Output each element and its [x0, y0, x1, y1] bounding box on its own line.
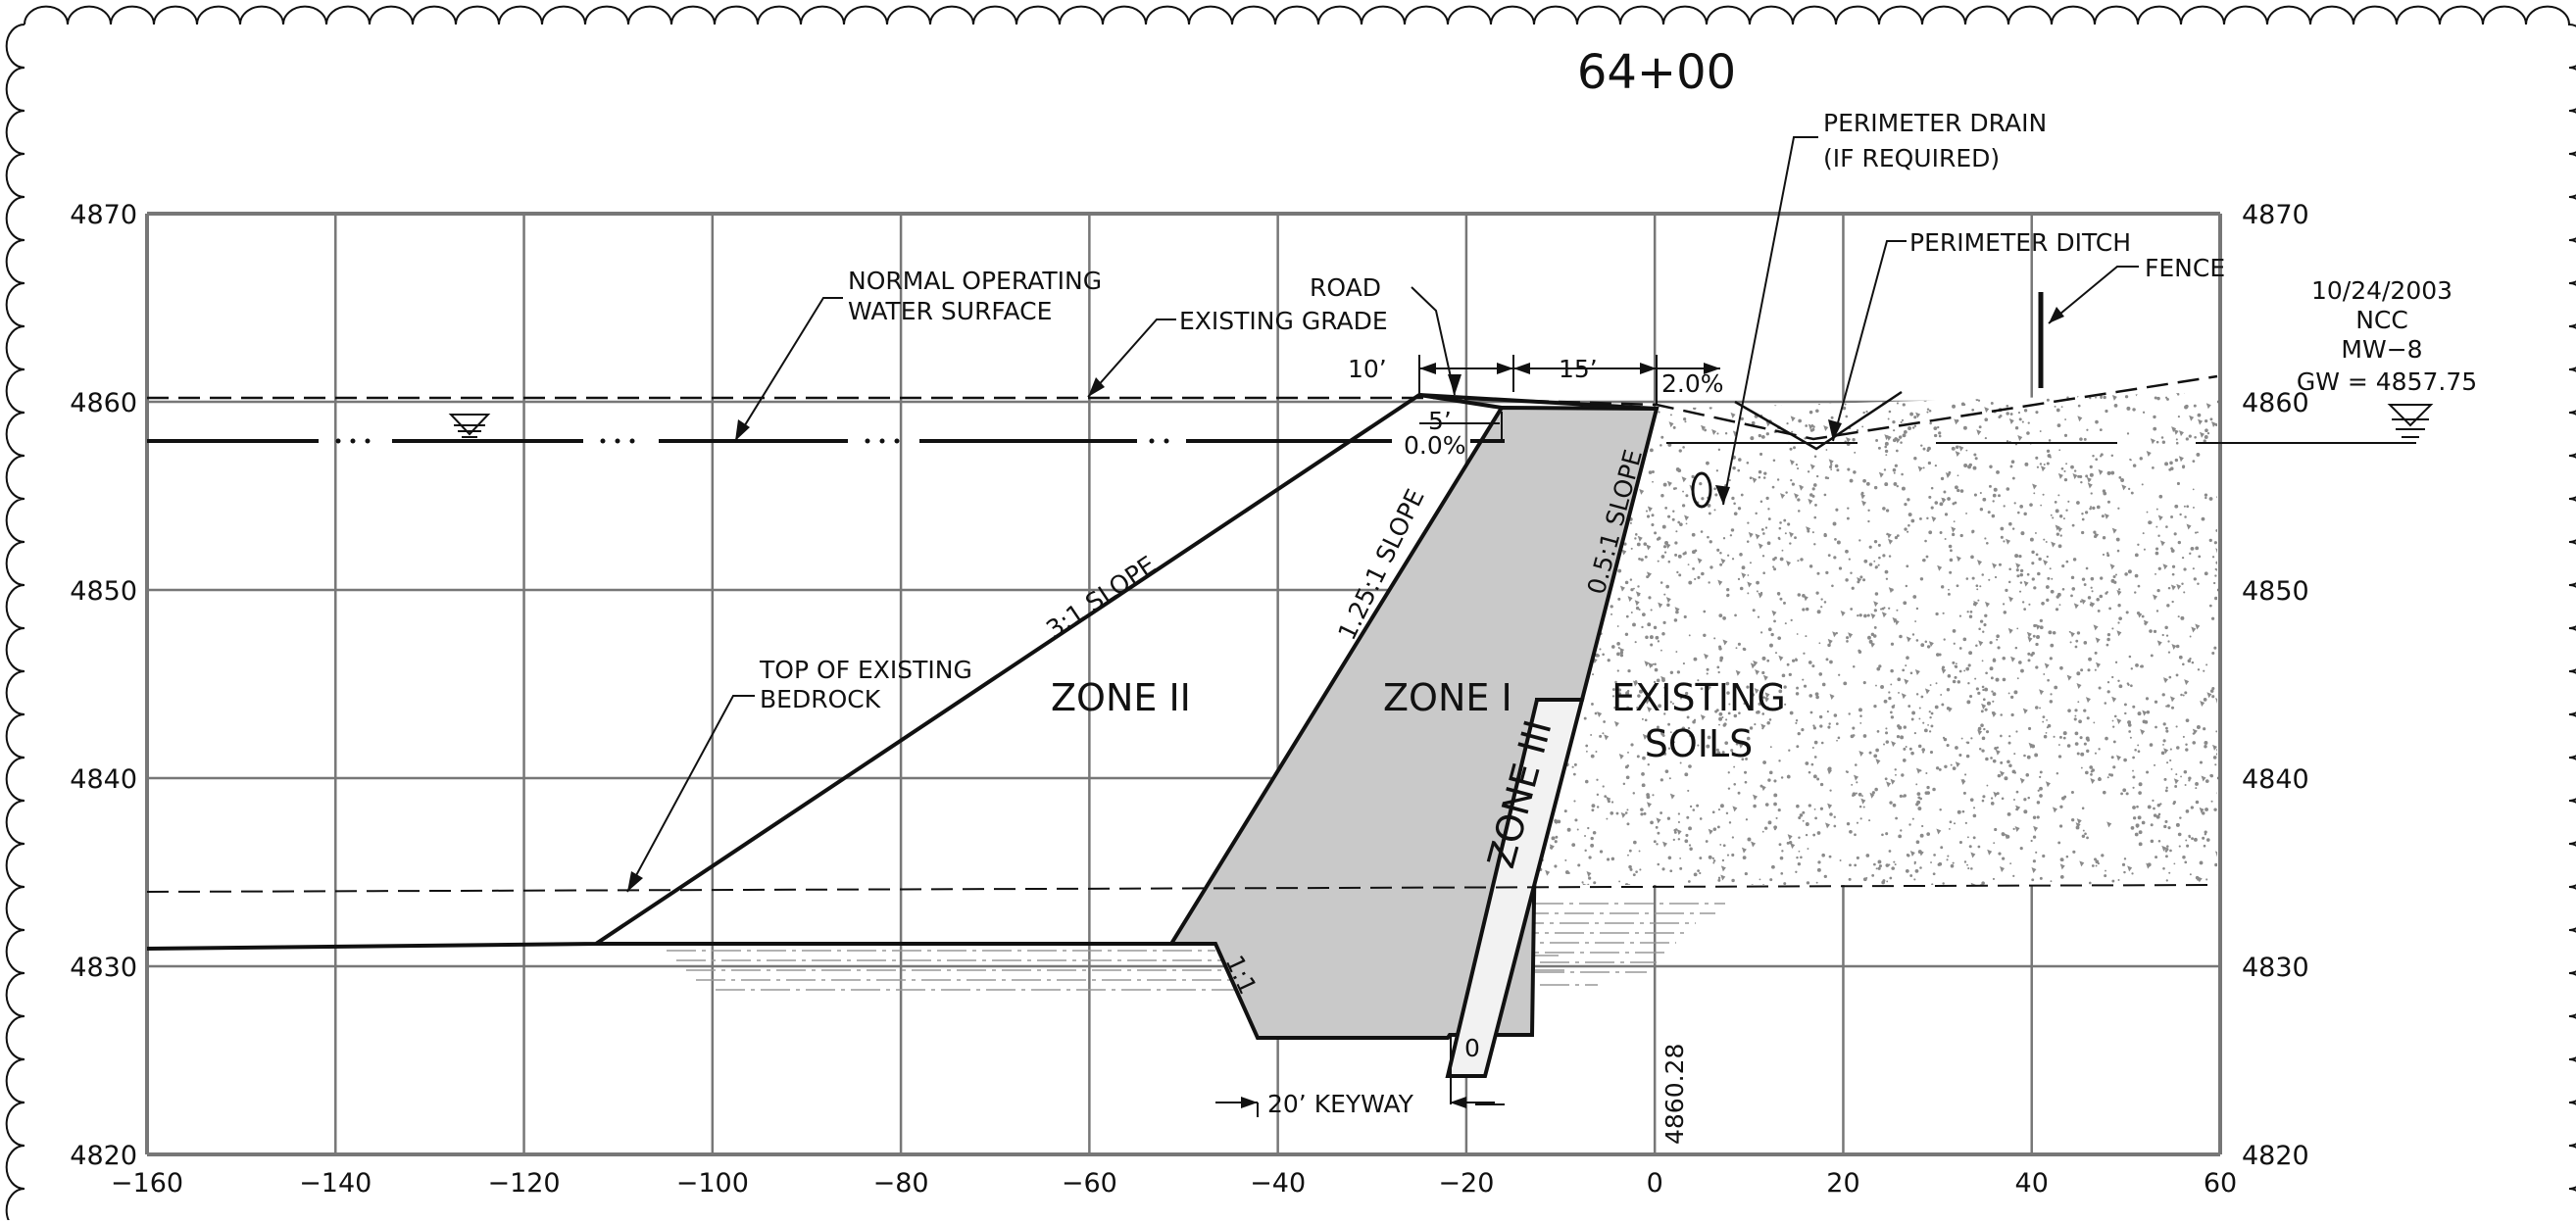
zone-2-outline	[146, 392, 1503, 951]
x-tick-label: −120	[487, 1168, 560, 1199]
perimeter-drain-label-2: (IF REQUIRED)	[1823, 144, 2000, 172]
y-tick-label-left: 4840	[70, 764, 137, 795]
x-axis-ticks: −160 −140 −120 −100 −80 −60 −40 −20 0 20 40 60	[111, 1168, 2237, 1199]
y-tick-label-left: 4860	[70, 388, 137, 418]
top-of-bedrock-line	[146, 884, 2218, 893]
dim-15-label: 15’	[1559, 355, 1598, 383]
y-tick-label-right: 4820	[2242, 1141, 2309, 1171]
slope-3-1-label: 3:1 SLOPE	[1041, 551, 1161, 644]
x-tick-label: 0	[1647, 1168, 1663, 1199]
x-tick-label: −60	[1062, 1168, 1117, 1199]
x-tick-label: 60	[2204, 1168, 2237, 1199]
y-tick-label-right: 4870	[2242, 200, 2309, 230]
zone-1-label: ZONE I	[1383, 676, 1512, 719]
y-tick-label-left: 4830	[70, 953, 137, 983]
top-bedrock-label: TOP OF EXISTING	[759, 656, 972, 684]
existing-soils-label-2: SOILS	[1645, 722, 1754, 765]
keyway-zero-mark: 0	[1464, 1034, 1480, 1062]
perimeter-drain-label: PERIMETER DRAIN	[1823, 109, 2047, 137]
leader-arrows	[627, 307, 2064, 892]
y-tick-label-right: 4850	[2242, 576, 2309, 607]
perimeter-ditch-label: PERIMETER DITCH	[1909, 228, 2131, 257]
y-tick-label-left: 4850	[70, 576, 137, 607]
y-tick-label-right: 4840	[2242, 764, 2309, 795]
perimeter-ditch-shape	[1734, 390, 1903, 451]
mw-well-id: MW−8	[2341, 335, 2422, 364]
zone-2-label: ZONE II	[1051, 676, 1191, 719]
x-tick-label: −160	[111, 1168, 183, 1199]
y-tick-label-right: 4830	[2242, 953, 2309, 983]
x-tick-label: −40	[1250, 1168, 1306, 1199]
x-tick-label: 40	[2015, 1168, 2049, 1199]
y-tick-label-left: 4820	[70, 1141, 137, 1171]
perimeter-drain-pipe	[1691, 471, 1712, 509]
water-surface-symbol	[448, 414, 491, 438]
normal-water-label-2: WATER SURFACE	[848, 297, 1052, 325]
x-tick-label: 20	[1826, 1168, 1859, 1199]
dim-5-label: 5’	[1428, 407, 1452, 435]
existing-grade-line	[147, 374, 2218, 441]
x-tick-label: −140	[299, 1168, 372, 1199]
slope-2pct-label: 2.0%	[1661, 369, 1724, 398]
mw-org: NCC	[2355, 306, 2408, 334]
mw-groundwater: GW = 4857.75	[2297, 368, 2477, 396]
x-tick-label: −20	[1438, 1168, 1494, 1199]
slope-0pct-label: 0.0%	[1404, 431, 1466, 460]
existing-soils-region	[1534, 392, 2217, 885]
fence-label: FENCE	[2145, 254, 2225, 282]
existing-soils-label: EXISTING	[1611, 676, 1786, 719]
dim-10-label: 10’	[1348, 355, 1387, 383]
x-tick-label: −80	[873, 1168, 929, 1199]
road-label: ROAD	[1310, 273, 1381, 302]
dimension-arrows	[1241, 363, 1720, 1108]
y-tick-label-right: 4860	[2242, 388, 2309, 418]
y-axis-ticks: 4820 4820 4830 4830 4840 4840 4850 4850 4860 4860…	[70, 200, 2308, 1171]
station-elevation-label: 4860.28	[1660, 1044, 1689, 1145]
mw-date: 10/24/2003	[2311, 276, 2452, 305]
existing-grade-label: EXISTING GRADE	[1179, 307, 1388, 335]
water-line-dots	[335, 438, 1169, 444]
leader-lines	[626, 136, 2139, 1105]
keyway-label: 20’ KEYWAY	[1267, 1090, 1414, 1118]
top-bedrock-label-2: BEDROCK	[760, 685, 881, 713]
groundwater-symbol	[2387, 404, 2434, 444]
normal-water-label: NORMAL OPERATING	[848, 267, 1102, 295]
revision-cloud-border	[5, 5, 2576, 1225]
station-title: 64+00	[1577, 45, 1736, 100]
x-tick-label: −100	[676, 1168, 749, 1199]
y-tick-label-left: 4870	[70, 200, 137, 230]
